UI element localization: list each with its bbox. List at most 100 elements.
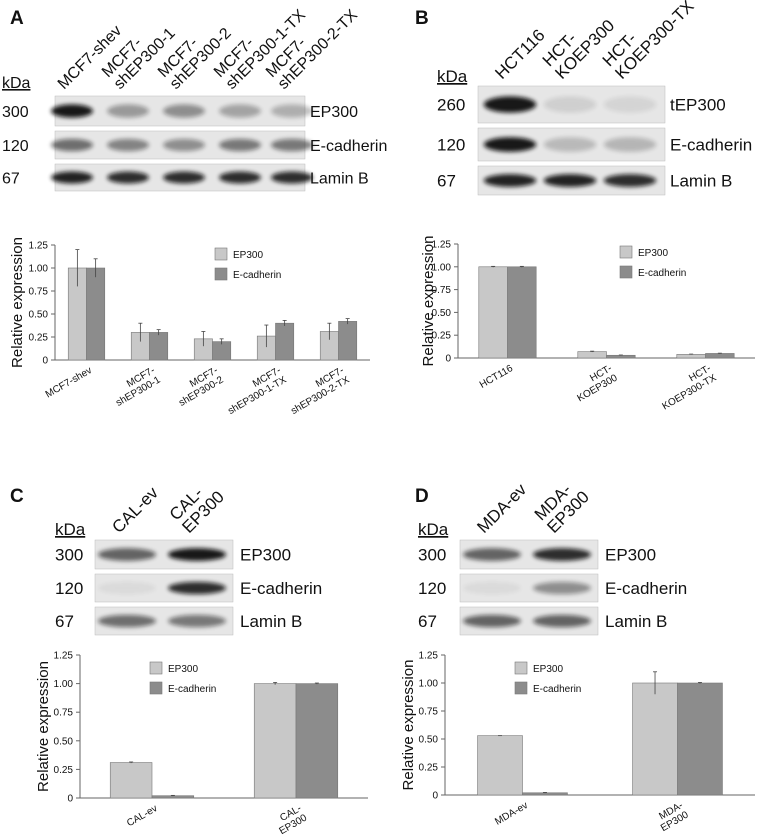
x-tick-label: HCT-KOEP300 — [570, 363, 620, 405]
blot-band — [163, 104, 205, 118]
blot-band — [463, 548, 521, 561]
blot-band — [603, 174, 657, 187]
bar — [477, 735, 523, 796]
blot-band — [463, 614, 521, 628]
blot-band — [51, 138, 93, 152]
y-tick-label: 1.25 — [419, 651, 439, 662]
row-label: E-cadherin — [670, 136, 752, 155]
blot-band — [98, 548, 156, 561]
bar — [577, 351, 607, 359]
y-tick-label: 0.75 — [29, 287, 49, 298]
row-label: Lamin B — [670, 172, 732, 191]
kda-value: 300 — [418, 546, 446, 565]
legend-swatch — [619, 265, 633, 279]
blot-band — [107, 138, 149, 152]
y-tick-label: 1.00 — [419, 679, 439, 690]
bar — [478, 266, 508, 359]
blot-band — [533, 614, 591, 628]
x-tick-label-line: MDA-ev — [493, 800, 530, 828]
blot-band — [219, 138, 261, 152]
row-label: Lamin B — [605, 612, 667, 631]
blot-band — [219, 171, 261, 184]
y-axis-label: Relative expression — [420, 236, 437, 367]
panel-letter: D — [415, 486, 429, 507]
legend-label: EP300 — [638, 248, 668, 259]
x-tick-label: CAL-ev — [125, 803, 159, 829]
lane-label-line: CAL-ev — [108, 483, 162, 537]
kda-header: kDa — [2, 75, 31, 92]
legend-swatch — [149, 661, 163, 675]
row-label: EP300 — [310, 104, 358, 121]
legend-swatch — [514, 661, 528, 675]
blot-band — [483, 96, 537, 113]
legend-label: EP300 — [233, 250, 263, 261]
blot-band — [163, 138, 205, 152]
legend-label: EP300 — [168, 664, 198, 675]
x-tick-label: MDA-EP300 — [653, 800, 690, 834]
row-label: Lamin B — [310, 171, 369, 188]
blot-band — [483, 174, 537, 187]
y-tick-label: 0.25 — [29, 333, 49, 344]
x-tick-label: MCF7-shEP300-1 — [109, 365, 163, 409]
y-tick-label: 0.25 — [54, 765, 74, 776]
x-tick-label-line: CAL-ev — [125, 803, 159, 829]
bar — [212, 341, 232, 361]
blot-band — [483, 137, 537, 152]
kda-value: 260 — [437, 96, 465, 115]
bar — [295, 683, 339, 799]
blot-band — [543, 137, 597, 152]
y-tick-label: 1.25 — [54, 651, 74, 662]
kda-value: 67 — [55, 612, 74, 631]
lane-label: MDA-EP300 — [531, 475, 593, 537]
y-tick-label: 0.25 — [419, 763, 439, 774]
kda-value: 67 — [2, 171, 20, 188]
panel-letter: A — [10, 8, 24, 29]
y-tick-label: 1.00 — [29, 264, 49, 275]
lane-label: MDA-ev — [473, 480, 530, 537]
y-tick-label: 0 — [67, 794, 73, 805]
bar — [677, 682, 723, 796]
kda-value: 67 — [418, 612, 437, 631]
bar — [149, 332, 169, 361]
blot-band — [543, 174, 597, 187]
y-tick-label: 0.50 — [29, 310, 49, 321]
bar — [705, 353, 735, 359]
y-tick-label: 1.25 — [432, 240, 452, 251]
y-tick-label: 0.75 — [419, 707, 439, 718]
legend-label: E-cadherin — [638, 268, 686, 279]
x-tick-label: MCF7-shEP300-2 — [172, 365, 226, 409]
lane-label: HCT-KOEP300 — [539, 3, 619, 83]
lane-label-line: MDA-ev — [473, 480, 530, 537]
blot-band — [271, 171, 313, 184]
y-tick-label: 0.75 — [54, 708, 74, 719]
x-tick-label: HCT116 — [478, 363, 515, 391]
blot-band — [107, 104, 149, 118]
kda-value: 120 — [2, 138, 29, 155]
blot-band — [533, 581, 591, 595]
blot-band — [51, 104, 93, 118]
blot-band — [603, 96, 657, 113]
kda-header: kDa — [418, 520, 449, 539]
row-label: Lamin B — [240, 612, 302, 631]
y-axis-label: Relative expression — [35, 661, 52, 792]
blot-band — [107, 171, 149, 184]
y-tick-label: 0 — [445, 354, 451, 365]
panel-letter: B — [415, 8, 429, 29]
bar — [253, 683, 297, 799]
bar — [109, 762, 153, 799]
row-label: E-cadherin — [605, 579, 687, 598]
bar — [275, 322, 295, 361]
y-tick-label: 0.75 — [432, 285, 452, 296]
x-tick-label-line: HCT116 — [478, 363, 515, 391]
blot-band — [168, 581, 226, 595]
y-tick-label: 0 — [432, 791, 438, 802]
blot-band — [463, 581, 521, 595]
x-tick-label: MDA-ev — [493, 800, 530, 828]
blot-band — [163, 171, 205, 184]
bar — [676, 354, 706, 359]
panel-letter: C — [10, 486, 24, 507]
x-tick-label: HCT-KOEP300-TX — [655, 363, 719, 413]
blot-band — [168, 614, 226, 628]
y-tick-label: 1.00 — [54, 679, 74, 690]
bar — [507, 266, 537, 359]
